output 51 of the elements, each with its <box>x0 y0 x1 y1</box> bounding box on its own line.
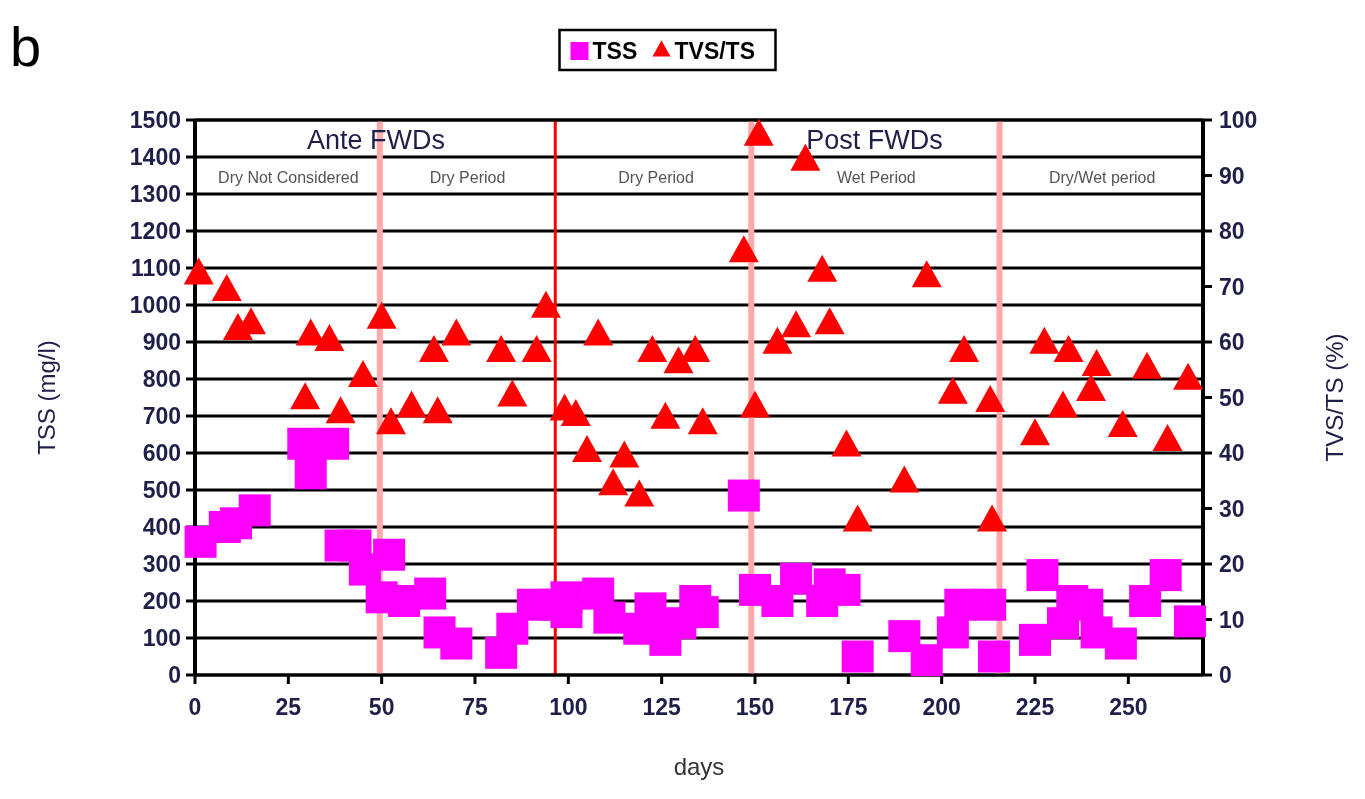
annotation: Ante FWDs <box>307 124 446 155</box>
y2-tick-label: 10 <box>1219 606 1245 633</box>
y-tick-label: 700 <box>142 403 181 429</box>
y2-tick-label: 40 <box>1219 440 1245 466</box>
x-tick-label: 125 <box>642 694 682 720</box>
y-tick-label: 0 <box>168 662 181 688</box>
y-tick-label: 500 <box>142 477 181 503</box>
y-tick-label: 1300 <box>129 181 181 207</box>
y-tick-label: 100 <box>142 625 181 651</box>
legend-label: TSS <box>592 38 638 64</box>
x-axis-title: days <box>673 753 725 780</box>
y-tick-label: 1100 <box>131 255 181 281</box>
x-tick-label: 225 <box>1015 694 1055 720</box>
y2-tick-label: 100 <box>1219 107 1258 133</box>
x-tick-label: 100 <box>549 694 588 720</box>
y2-tick-label: 90 <box>1219 162 1245 189</box>
y-tick-label: 900 <box>142 329 181 355</box>
annotation: Wet Period <box>836 169 916 187</box>
annotation: Post FWDs <box>806 124 943 155</box>
y2-tick-label: 60 <box>1219 329 1245 355</box>
y-tick-label: 300 <box>142 551 181 577</box>
x-tick-label: 150 <box>735 694 775 720</box>
x-tick-label: 175 <box>829 694 868 720</box>
x-tick-label: 75 <box>462 694 488 720</box>
y2-axis-title: TVS/TS (%) <box>1321 333 1348 462</box>
x-tick-label: 50 <box>368 694 395 720</box>
text: b <box>10 15 42 78</box>
y-tick-label: 400 <box>142 514 181 540</box>
annotation: Dry/Wet period <box>1049 169 1156 187</box>
x-tick-label: 200 <box>922 694 961 720</box>
x-tick-label: 250 <box>1109 694 1148 720</box>
annotation: Dry Not Considered <box>218 169 359 187</box>
x-tick-label: 25 <box>275 694 302 720</box>
y-tick-label: 800 <box>142 366 181 392</box>
annotation: Dry Period <box>618 169 694 187</box>
annotation: Dry Period <box>429 169 506 187</box>
y2-tick-label: 0 <box>1219 662 1232 688</box>
y2-tick-label: 70 <box>1219 273 1245 300</box>
y-tick-label: 200 <box>142 588 181 614</box>
y2-tick-label: 50 <box>1219 384 1245 411</box>
x-tick-label: 0 <box>188 694 202 720</box>
y-tick-label: 1000 <box>129 292 181 318</box>
y-tick-label: 1500 <box>129 107 181 133</box>
y2-tick-label: 30 <box>1219 495 1245 522</box>
y-tick-label: 1200 <box>129 218 181 244</box>
y2-tick-label: 20 <box>1219 551 1245 577</box>
y-axis-title: TSS (mg/l) <box>33 340 60 455</box>
legend-label: TVS/TS <box>674 38 756 64</box>
y2-tick-label: 80 <box>1219 218 1245 244</box>
y-tick-label: 1400 <box>129 144 181 170</box>
y-tick-label: 600 <box>142 440 181 466</box>
